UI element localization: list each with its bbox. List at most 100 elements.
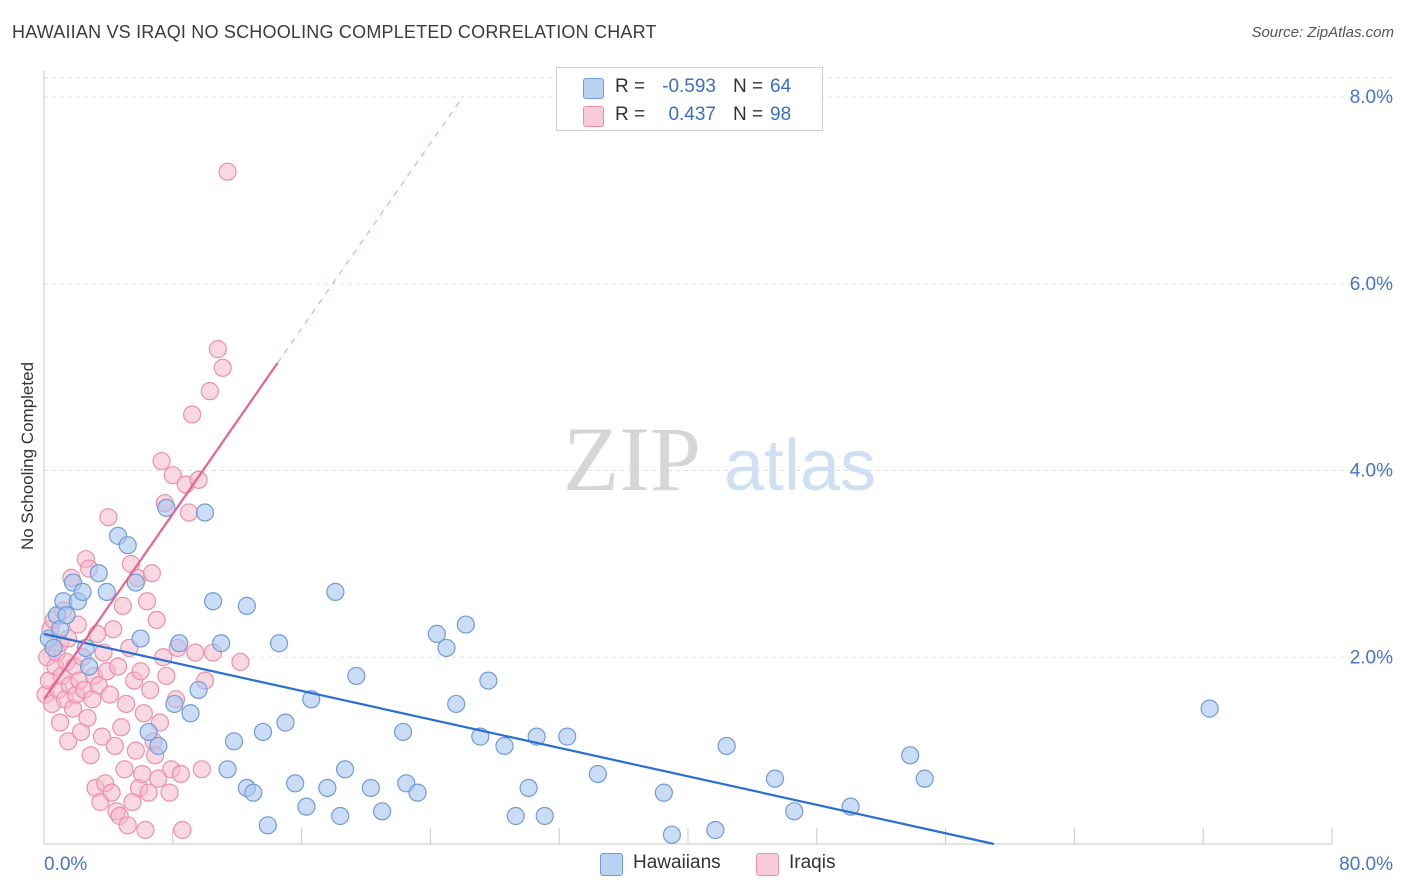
hawaiians-point — [44, 638, 63, 658]
iraqis-point — [134, 704, 153, 723]
hawaiians-point — [785, 802, 804, 821]
iraqis-point — [50, 713, 70, 732]
iraqis-point — [102, 783, 121, 802]
iraqis-point — [179, 503, 198, 522]
hawaiians-point — [717, 736, 736, 756]
hawaiians-swatch — [600, 853, 623, 876]
hawaiians-trend-line — [43, 632, 995, 846]
hawaiians-points — [39, 498, 1219, 844]
chart-title: HAWAIIAN VS IRAQI NO SCHOOLING COMPLETED… — [12, 22, 657, 42]
tick-labels: 2.0% 4.0% 6.0% 8.0% 0.0% 80.0% — [44, 87, 1393, 875]
hawaiians-point — [195, 503, 215, 522]
hawaiians-point — [535, 806, 554, 826]
hawaiians-point — [456, 615, 475, 634]
hawaiians-point — [318, 778, 337, 798]
hawaiians-point — [165, 694, 184, 714]
hawaiians-point — [558, 727, 577, 746]
iraqis-point — [157, 666, 176, 686]
hawaiians-point — [118, 536, 137, 555]
iraqis-point — [149, 769, 168, 788]
hawaiians-point — [408, 783, 427, 802]
hawaiians-point — [97, 582, 116, 601]
hawaiians-point — [224, 732, 244, 751]
iraqis-point — [141, 680, 160, 700]
iraqis-point — [104, 620, 123, 639]
hawaiians-point — [479, 671, 498, 690]
trend-lines — [43, 96, 995, 846]
hawaiians-point — [427, 624, 446, 644]
iraqis-point — [59, 732, 78, 751]
iraqis-point — [117, 694, 136, 714]
iraqis-point — [88, 624, 107, 644]
iraqis-point — [208, 340, 227, 359]
watermark-zip: ZIP — [563, 408, 701, 510]
hawaiians-point — [218, 760, 237, 779]
hawaiians-point — [393, 722, 413, 742]
iraqis-point — [147, 610, 166, 630]
hawaiians-point — [286, 774, 305, 793]
hawaiians-point — [331, 806, 350, 826]
iraqis-point — [81, 746, 100, 765]
iraqis-point — [105, 736, 124, 756]
hawaiians-label: Hawaiians — [633, 852, 721, 873]
hawaiians-point — [244, 783, 263, 802]
legend-n-label: N = — [733, 104, 764, 125]
hawaiians-point — [131, 629, 150, 648]
hawaiians-point — [89, 564, 108, 583]
hawaiians-point — [79, 657, 99, 676]
iraqis-swatch — [756, 853, 779, 876]
hawaiians-point — [347, 666, 366, 686]
hawaiians-point — [901, 746, 920, 765]
y-tick-label: 4.0% — [1350, 461, 1393, 482]
hawaiians-point — [437, 638, 456, 658]
hawaiians-point — [326, 582, 345, 601]
iraqis-point — [163, 466, 182, 485]
hawaiians-point — [57, 606, 76, 625]
iraqis-point — [152, 452, 171, 471]
hawaiians-point — [181, 704, 200, 723]
legend-swatch-iraqis — [583, 106, 604, 127]
legend-n-value: 98 — [770, 104, 792, 125]
y-tick-label: 6.0% — [1350, 274, 1393, 295]
iraqis-point — [112, 718, 131, 737]
iraqis-point — [99, 508, 118, 527]
iraqis-point — [142, 564, 161, 583]
hawaiians-point — [373, 802, 392, 821]
hawaiians-point — [706, 820, 725, 840]
iraqis-point — [100, 685, 120, 704]
correlation-legend: R = -0.593 N = 64 R = 0.437 N = 98 — [556, 67, 823, 131]
iraqis-point — [126, 741, 145, 760]
iraqis-point — [136, 820, 155, 840]
watermark: ZIP atlas — [563, 408, 876, 510]
hawaiians-point — [149, 736, 168, 756]
iraqis-point — [173, 820, 192, 840]
iraqis-point — [139, 783, 158, 802]
hawaiians-point — [189, 680, 208, 700]
iraqis-point — [133, 764, 152, 784]
x-tick-label-max: 80.0% — [1339, 854, 1393, 875]
hawaiians-point — [335, 760, 355, 779]
iraqis-point — [108, 657, 128, 676]
hawaiians-point — [662, 825, 682, 844]
iraqis-point — [113, 596, 132, 615]
legend-r-label: R = — [615, 76, 646, 97]
hawaiians-point — [447, 694, 466, 714]
legend-r-label: R = — [615, 104, 646, 125]
hawaiians-point — [765, 769, 785, 788]
hawaiians-point — [495, 736, 514, 756]
iraqis-point — [183, 405, 202, 424]
hawaiians-point — [139, 722, 158, 742]
hawaiians-point — [126, 573, 145, 592]
iraqis-point — [78, 708, 97, 728]
hawaiians-point — [157, 498, 176, 517]
x-tick-label-min: 0.0% — [44, 854, 87, 875]
hawaiians-point — [654, 783, 673, 802]
hawaiians-point — [297, 797, 316, 816]
hawaiians-point — [519, 778, 538, 798]
hawaiians-point — [269, 634, 289, 653]
hawaiians-point — [588, 764, 607, 784]
iraqis-point — [160, 783, 179, 802]
watermark-atlas: atlas — [724, 426, 876, 506]
axes — [43, 70, 1333, 845]
